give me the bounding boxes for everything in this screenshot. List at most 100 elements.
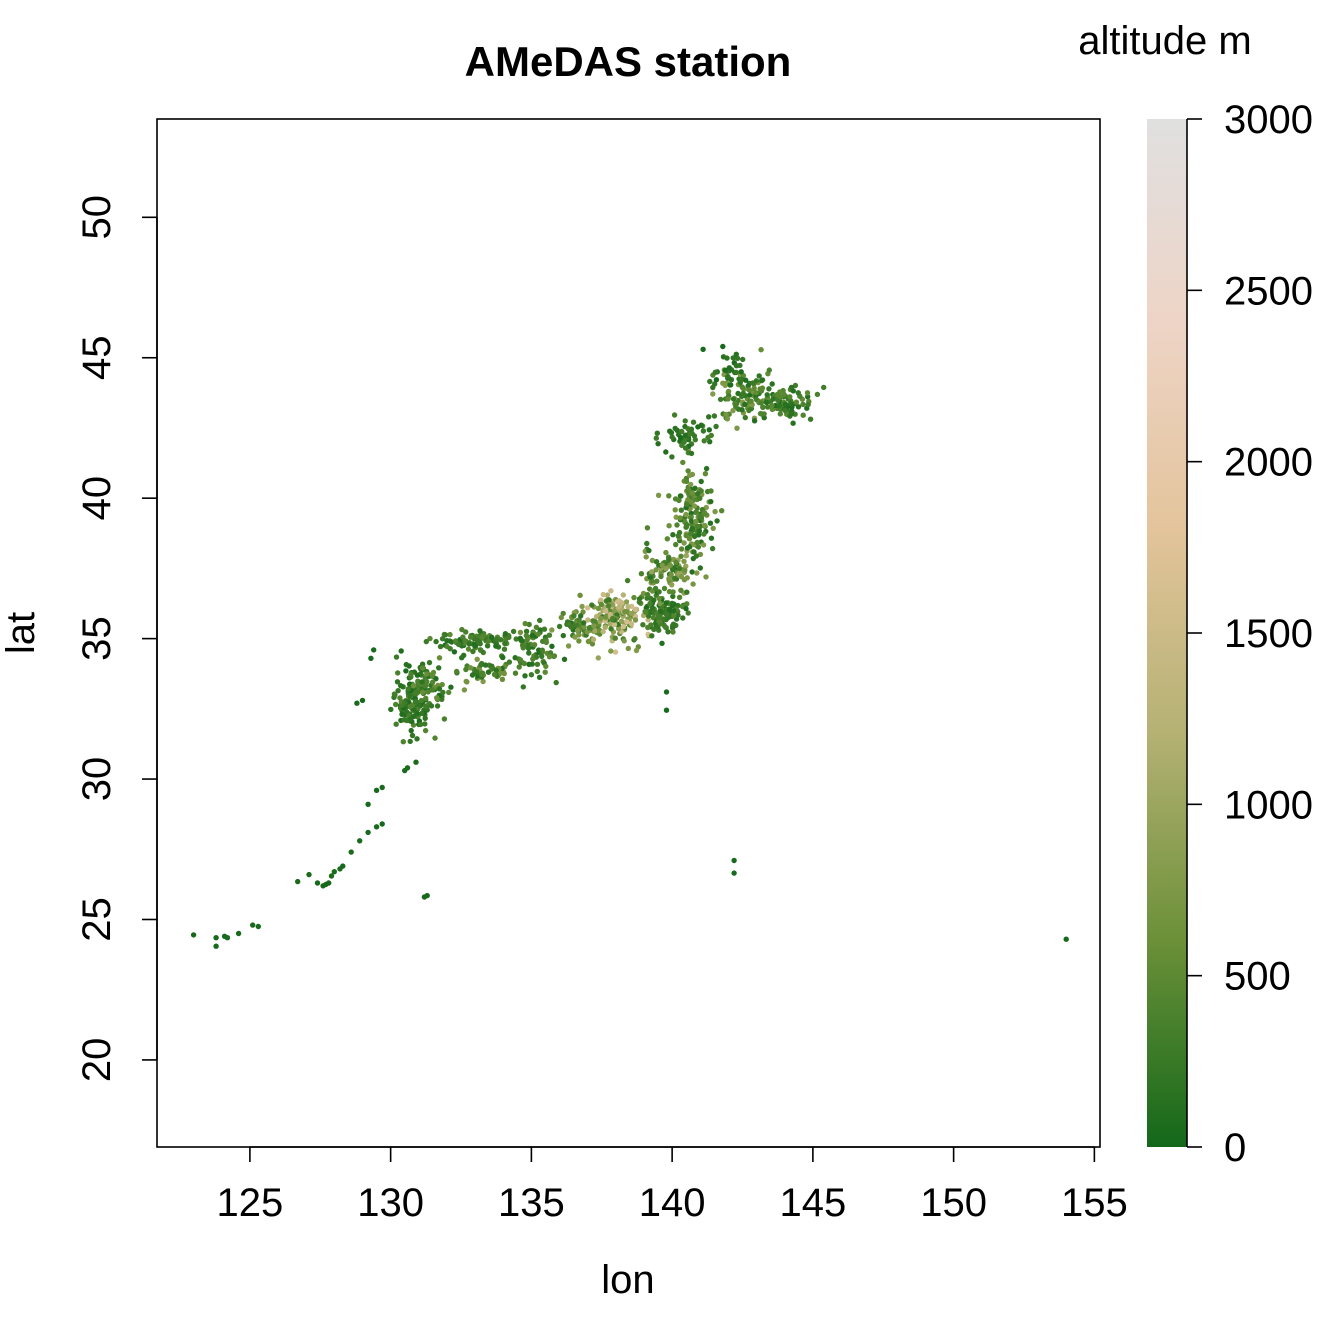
points-layer bbox=[190, 343, 1069, 949]
station-point bbox=[517, 657, 524, 663]
x-tick-label: 135 bbox=[498, 1181, 565, 1225]
station-point bbox=[400, 739, 406, 745]
station-point bbox=[659, 640, 665, 646]
station-point bbox=[577, 592, 583, 598]
station-point bbox=[420, 689, 426, 695]
station-point bbox=[436, 655, 443, 661]
station-point bbox=[667, 562, 673, 568]
station-point bbox=[677, 515, 683, 521]
station-point bbox=[663, 566, 669, 572]
station-point bbox=[605, 603, 612, 609]
station-point bbox=[623, 599, 630, 605]
station-point bbox=[760, 404, 766, 410]
station-point bbox=[526, 650, 532, 656]
station-point bbox=[695, 544, 702, 550]
x-tick-label: 150 bbox=[920, 1181, 987, 1225]
station-point bbox=[725, 373, 731, 380]
station-point bbox=[391, 691, 398, 697]
station-point bbox=[764, 392, 770, 398]
station-point bbox=[658, 608, 664, 615]
station-point bbox=[689, 490, 696, 496]
station-point bbox=[446, 689, 452, 696]
station-point bbox=[424, 678, 430, 685]
station-point bbox=[441, 716, 448, 722]
station-point bbox=[612, 649, 619, 655]
station-point bbox=[411, 713, 417, 720]
station-point bbox=[804, 390, 811, 396]
station-point bbox=[500, 654, 506, 661]
station-point bbox=[534, 668, 540, 675]
station-point bbox=[536, 674, 543, 680]
station-point bbox=[694, 491, 701, 497]
station-point bbox=[610, 615, 616, 622]
station-point bbox=[589, 602, 595, 608]
station-point bbox=[430, 687, 436, 693]
station-point bbox=[680, 615, 686, 621]
chart-title: AMeDAS station bbox=[465, 38, 792, 85]
station-point bbox=[717, 396, 724, 403]
station-point bbox=[413, 698, 419, 705]
station-point bbox=[708, 432, 714, 439]
station-point bbox=[676, 594, 683, 600]
station-point bbox=[656, 595, 662, 602]
station-point bbox=[730, 355, 736, 361]
station-point bbox=[546, 632, 553, 638]
station-point bbox=[653, 435, 659, 441]
station-point bbox=[672, 575, 678, 581]
station-point bbox=[658, 569, 664, 576]
station-point bbox=[679, 428, 685, 435]
station-point bbox=[442, 632, 449, 638]
station-point bbox=[407, 738, 413, 745]
station-point bbox=[427, 635, 433, 642]
station-point bbox=[558, 614, 564, 621]
x-tick-label: 145 bbox=[780, 1181, 847, 1225]
station-point bbox=[560, 610, 566, 617]
station-point bbox=[800, 412, 806, 418]
station-point bbox=[402, 700, 408, 706]
station-point bbox=[659, 562, 665, 568]
station-point bbox=[541, 626, 548, 632]
station-point bbox=[684, 601, 690, 607]
station-point bbox=[436, 686, 443, 692]
station-point bbox=[670, 589, 676, 595]
colorbar-tick-label: 500 bbox=[1224, 955, 1291, 999]
colorbar-tick-label: 0 bbox=[1224, 1126, 1246, 1170]
station-point bbox=[766, 386, 772, 392]
station-point bbox=[388, 706, 394, 713]
station-point bbox=[497, 670, 504, 676]
station-point bbox=[516, 664, 522, 670]
station-point bbox=[600, 628, 606, 635]
station-point bbox=[661, 585, 668, 592]
station-point bbox=[710, 391, 716, 397]
station-point bbox=[708, 498, 714, 505]
station-point bbox=[465, 646, 472, 652]
station-point bbox=[408, 727, 414, 734]
station-point bbox=[673, 514, 679, 520]
station-point bbox=[700, 428, 707, 434]
y-tick-label: 30 bbox=[75, 757, 119, 802]
station-point bbox=[421, 894, 428, 900]
x-tick-label: 130 bbox=[357, 1181, 424, 1225]
station-point bbox=[437, 643, 444, 650]
station-point bbox=[598, 615, 604, 622]
y-tick-label: 25 bbox=[75, 897, 119, 942]
station-point bbox=[589, 641, 596, 647]
station-point bbox=[731, 870, 737, 876]
station-point bbox=[404, 765, 411, 771]
station-point bbox=[520, 684, 526, 690]
station-point bbox=[759, 377, 765, 384]
station-point bbox=[328, 873, 335, 879]
station-point bbox=[695, 424, 701, 430]
station-point bbox=[477, 647, 484, 653]
station-point bbox=[708, 535, 715, 541]
station-point bbox=[782, 401, 789, 407]
station-point bbox=[671, 608, 677, 614]
station-point bbox=[628, 621, 635, 627]
station-point bbox=[422, 715, 428, 721]
station-point bbox=[593, 613, 600, 620]
station-point bbox=[708, 488, 714, 494]
station-point bbox=[763, 399, 770, 405]
station-point bbox=[682, 445, 689, 451]
station-point bbox=[682, 432, 688, 438]
station-point bbox=[693, 518, 699, 525]
